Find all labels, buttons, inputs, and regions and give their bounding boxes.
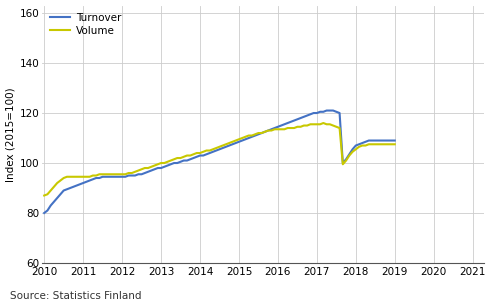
Legend: Turnover, Volume: Turnover, Volume (47, 11, 123, 38)
Volume (139, 168, 144, 171)
Turnover (41, 211, 47, 215)
Volume (392, 143, 398, 146)
Text: Source: Statistics Finland: Source: Statistics Finland (10, 291, 141, 301)
Volume (272, 127, 278, 131)
Turnover (272, 126, 278, 130)
Volume (158, 161, 164, 165)
Turnover (67, 186, 73, 190)
Volume (233, 139, 239, 142)
Turnover (139, 172, 144, 176)
Volume (41, 194, 47, 197)
Turnover (158, 166, 164, 170)
Volume (320, 121, 326, 125)
Turnover (392, 139, 398, 142)
Volume (230, 140, 236, 143)
Volume (67, 175, 73, 178)
Turnover (323, 109, 329, 112)
Line: Volume: Volume (44, 123, 395, 195)
Y-axis label: Index (2015=100): Index (2015=100) (5, 87, 16, 181)
Turnover (233, 141, 239, 145)
Line: Turnover: Turnover (44, 111, 395, 213)
Turnover (230, 143, 236, 146)
